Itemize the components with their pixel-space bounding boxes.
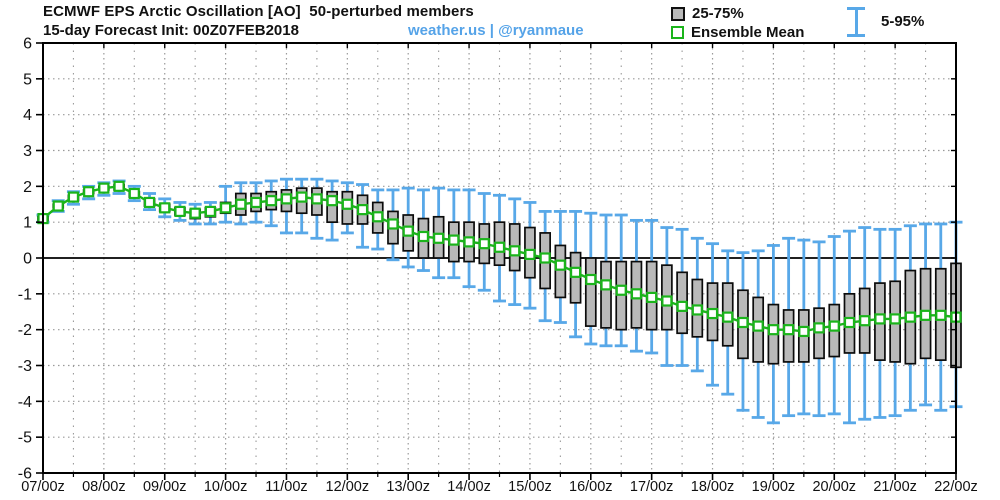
svg-text:08/00z: 08/00z [82, 479, 126, 495]
axis-ticks [36, 42, 957, 480]
svg-text:3: 3 [23, 143, 32, 160]
svg-text:12/00z: 12/00z [326, 479, 370, 495]
svg-text:17/00z: 17/00z [630, 479, 674, 495]
ensemble-mean-markers [37, 180, 962, 338]
chart-subtitle: 15-day Forecast Init: 00Z07FEB2018 [43, 22, 299, 39]
legend-item-box-range: 25-75% [671, 5, 744, 22]
svg-text:18/00z: 18/00z [691, 479, 735, 495]
svg-text:2: 2 [23, 179, 32, 196]
svg-text:11/00z: 11/00z [265, 479, 307, 495]
ensemble-mean-icon [671, 26, 684, 39]
svg-text:-5: -5 [18, 430, 32, 447]
watermark-link[interactable]: weather.us | @ryanmaue [408, 22, 584, 39]
svg-text:21/00z: 21/00z [873, 479, 917, 495]
x-tick-labels: 07/00z 08/00z 09/00z 10/00z 11/00z 12/00z 13/0… [21, 479, 978, 495]
whisker-range-icon [846, 7, 866, 37]
y-tick-labels: 6 5 4 3 2 1 0 -1 -2 -3 -4 -5 -6 [18, 36, 32, 483]
svg-text:07/00z: 07/00z [21, 479, 65, 495]
svg-text:09/00z: 09/00z [143, 479, 187, 495]
chart-title: ECMWF EPS Arctic Oscillation [AO] 50-per… [43, 3, 474, 20]
svg-text:4: 4 [23, 107, 32, 124]
box-range-icon [671, 6, 685, 21]
svg-text:-2: -2 [18, 322, 32, 339]
svg-text:5: 5 [23, 71, 32, 88]
svg-text:-3: -3 [18, 358, 32, 375]
svg-text:14/00z: 14/00z [447, 479, 491, 495]
legend-item-ensemble-mean: Ensemble Mean [671, 24, 804, 41]
svg-text:16/00z: 16/00z [569, 479, 613, 495]
svg-text:0: 0 [23, 251, 32, 268]
svg-text:-4: -4 [18, 394, 32, 411]
svg-text:15/00z: 15/00z [508, 479, 552, 495]
svg-text:19/00z: 19/00z [752, 479, 796, 495]
svg-text:20/00z: 20/00z [812, 479, 856, 495]
legend-mean-label: Ensemble Mean [691, 24, 805, 41]
legend-whisker-label: 5-95% [881, 13, 925, 30]
svg-text:-1: -1 [18, 286, 32, 303]
svg-text:1: 1 [23, 215, 32, 232]
svg-text:10/00z: 10/00z [204, 479, 248, 495]
svg-text:-6: -6 [18, 466, 32, 483]
chart-header: ECMWF EPS Arctic Oscillation [AO] 50-per… [0, 0, 1000, 42]
svg-text:13/00z: 13/00z [386, 479, 430, 495]
legend-box-label: 25-75% [692, 5, 744, 22]
svg-text:22/00z: 22/00z [934, 479, 978, 495]
svg-text:6: 6 [23, 36, 32, 53]
